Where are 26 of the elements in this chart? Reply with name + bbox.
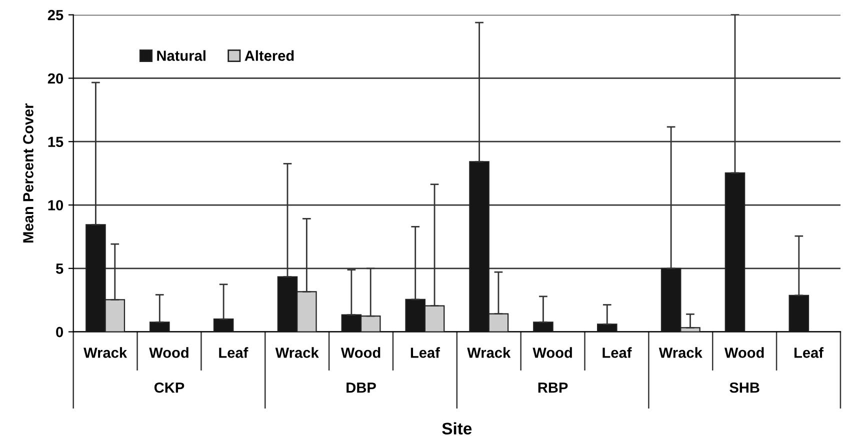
legend-label: Altered bbox=[244, 50, 294, 61]
legend-label: Natural bbox=[157, 50, 206, 61]
x-tick-label: Wood bbox=[340, 347, 380, 358]
x-tick-label: Wood bbox=[724, 347, 764, 358]
y-tick-label: 5 bbox=[56, 264, 64, 274]
x-tick-label: Wrack bbox=[275, 347, 319, 358]
text: RBP bbox=[538, 382, 568, 393]
x-tick-label: Leaf bbox=[219, 347, 248, 358]
x-tick-label: Leaf bbox=[410, 347, 440, 358]
x-tick-label: Wrack bbox=[467, 347, 511, 358]
x-tick-label: Wood bbox=[532, 347, 572, 358]
x-tick-label: Wood bbox=[149, 347, 188, 358]
y-axis-title: Mean Percent Cover bbox=[23, 103, 34, 242]
text: SHB bbox=[730, 382, 760, 393]
y-tick-label: 0 bbox=[56, 326, 64, 338]
text: CKP bbox=[154, 382, 184, 393]
y-tick-label: 15 bbox=[48, 136, 64, 148]
y-tick-label: 10 bbox=[48, 200, 64, 210]
y-tick-label: 25 bbox=[48, 10, 64, 20]
x-tick-label: Leaf bbox=[794, 347, 824, 358]
y-tick-label: 20 bbox=[48, 73, 64, 84]
x-axis-title: Site bbox=[442, 422, 472, 435]
text: DBP bbox=[346, 382, 376, 393]
x-tick-label: Wrack bbox=[84, 347, 128, 358]
x-tick-label: Leaf bbox=[602, 347, 632, 358]
x-tick-label: Wrack bbox=[658, 347, 702, 358]
